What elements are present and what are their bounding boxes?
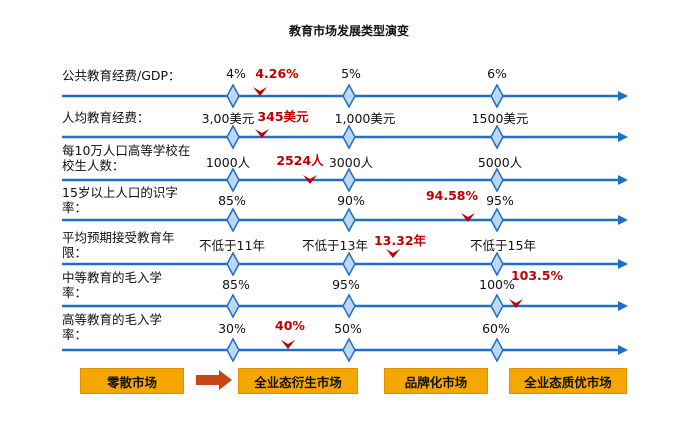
timeline-arrowhead [618, 259, 628, 269]
current-value: 103.5% [510, 268, 564, 283]
current-value: 94.58% [425, 188, 479, 203]
current-marker-chevron [461, 213, 475, 222]
row-value: 90% [337, 193, 365, 208]
milestone-diamond [342, 124, 356, 150]
current-value: 2524人 [276, 153, 324, 168]
current-marker-chevron [509, 299, 523, 308]
current-marker-chevron [253, 87, 267, 96]
stage-brand-market: 品牌化市场 [384, 368, 488, 394]
row-label-higher-ed-students: 每10万人口高等学校在校生人数： [62, 143, 191, 173]
timeline-arrowhead [618, 91, 628, 101]
current-marker-chevron [386, 249, 400, 258]
row-label-tertiary-enrollment: 高等教育的毛入学率： [62, 312, 163, 342]
row-value: 5000人 [477, 155, 523, 170]
milestone-diamond [490, 207, 504, 233]
milestone-diamond [490, 337, 504, 363]
row-value: 1500美元 [471, 111, 529, 126]
milestone-diamond [490, 251, 504, 277]
milestone-diamond [226, 207, 240, 233]
row-value: 85% [218, 193, 246, 208]
milestone-diamond [342, 207, 356, 233]
timeline-arrowhead [618, 345, 628, 355]
timeline-arrowhead [618, 301, 628, 311]
row-label-schooling-years: 平均预期接受教育年限： [62, 230, 175, 260]
milestone-diamond [342, 293, 356, 319]
milestone-diamond [226, 124, 240, 150]
row-value: 95% [332, 277, 360, 292]
milestone-diamond [342, 337, 356, 363]
row-label-literacy: 15岁以上人口的识字率： [62, 185, 178, 215]
row-value: 5% [341, 66, 361, 81]
row-value: 60% [482, 321, 510, 336]
timeline-arrowhead [618, 215, 628, 225]
milestone-diamond [490, 293, 504, 319]
row-value: 4% [226, 66, 246, 81]
row-value: 1,000美元 [334, 111, 396, 126]
current-marker-chevron [281, 340, 295, 349]
row-value: 6% [487, 66, 507, 81]
timeline-arrowhead [618, 132, 628, 142]
milestone-diamond [342, 251, 356, 277]
row-value: 85% [222, 277, 250, 292]
row-value: 100% [479, 277, 515, 292]
row-value: 不低于15年 [470, 238, 536, 253]
row-value: 30% [218, 321, 246, 336]
row-value: 3,00美元 [201, 111, 255, 126]
diagram-title: 教育市场发展类型演变 [288, 24, 409, 38]
milestone-diamond [490, 83, 504, 109]
row-value: 95% [486, 193, 514, 208]
milestone-diamond [226, 337, 240, 363]
row-value: 不低于11年 [199, 238, 265, 253]
current-value: 345美元 [257, 109, 309, 124]
row-label-secondary-enrollment: 中等教育的毛入学率： [62, 270, 163, 300]
stage-scattered-market: 零散市场 [80, 368, 184, 394]
current-value: 13.32年 [373, 233, 427, 248]
current-marker-chevron [303, 175, 317, 184]
row-value: 3000人 [328, 155, 374, 170]
timeline-arrowhead [618, 175, 628, 185]
current-marker-chevron [255, 129, 269, 138]
row-label-public-spending: 公共教育经费/GDP： [62, 68, 181, 83]
current-value: 4.26% [255, 66, 299, 81]
stage-arrow [196, 370, 232, 390]
milestone-diamond [226, 83, 240, 109]
stage-derived-market: 全业态衍生市场 [238, 368, 358, 394]
milestone-diamond [226, 251, 240, 277]
row-label-per-capita-spending: 人均教育经费： [62, 110, 150, 125]
milestone-diamond [226, 167, 240, 193]
row-value: 50% [334, 321, 362, 336]
milestone-diamond [490, 167, 504, 193]
milestone-diamond [342, 83, 356, 109]
row-value: 1000人 [205, 155, 251, 170]
current-value: 40% [275, 318, 305, 333]
stage-quality-market: 全业态质优市场 [509, 368, 627, 394]
row-value: 不低于13年 [302, 238, 368, 253]
milestone-diamond [342, 167, 356, 193]
milestone-diamond [226, 293, 240, 319]
milestone-diamond [490, 124, 504, 150]
